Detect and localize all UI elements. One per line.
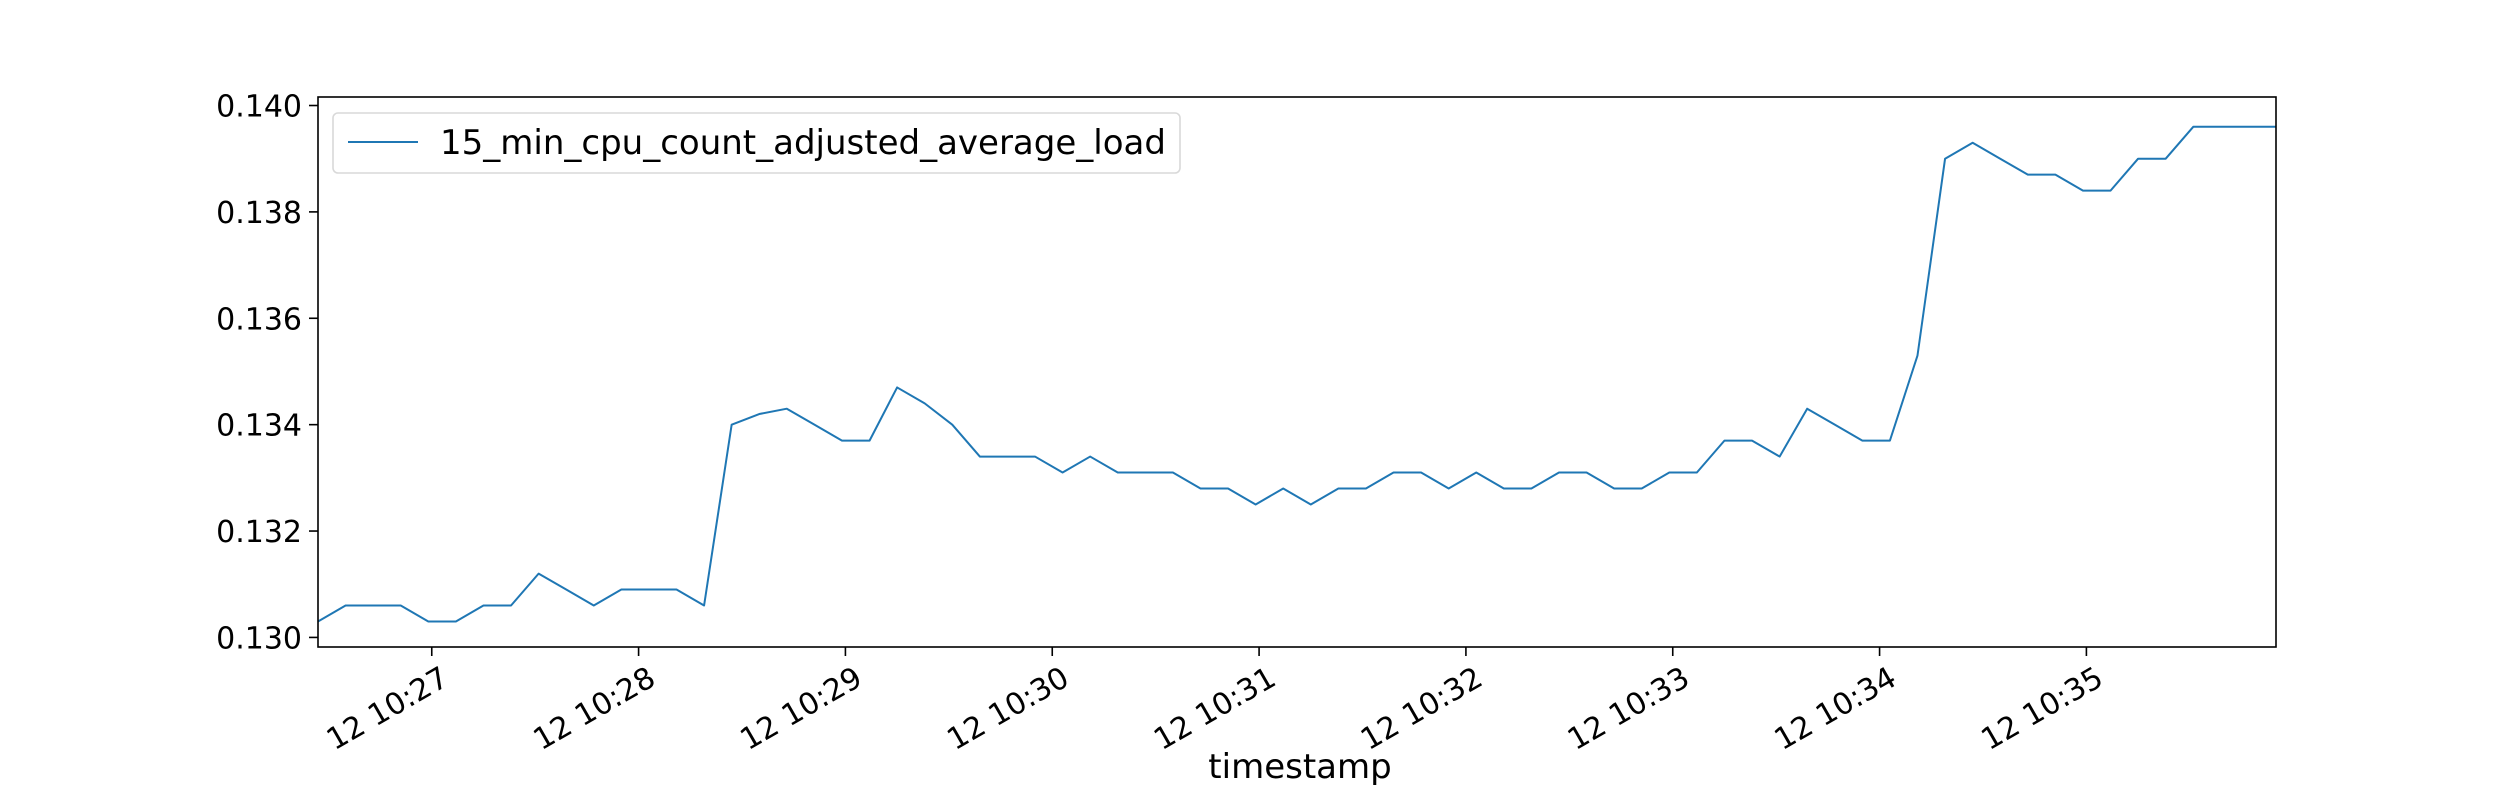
y-tick-label: 0.138 <box>216 196 302 231</box>
x-axis-label: timestamp <box>1208 747 1391 787</box>
y-tick-label: 0.130 <box>216 621 302 656</box>
plot-frame <box>317 96 2277 648</box>
y-axis: 0.130 0.132 0.134 0.136 0.138 0.140 <box>216 90 318 656</box>
legend: 15_min_cpu_count_adjusted_average_load <box>332 112 1181 174</box>
series-line <box>317 125 2276 623</box>
y-tick-label: 0.140 <box>216 90 302 125</box>
y-tick-label: 0.136 <box>216 302 302 337</box>
plot-area <box>317 96 2277 648</box>
y-tick-label: 0.132 <box>216 515 302 550</box>
y-tick-label: 0.134 <box>216 409 302 444</box>
legend-box <box>332 112 1181 174</box>
legend-label: 15_min_cpu_count_adjusted_average_load <box>440 123 1166 163</box>
